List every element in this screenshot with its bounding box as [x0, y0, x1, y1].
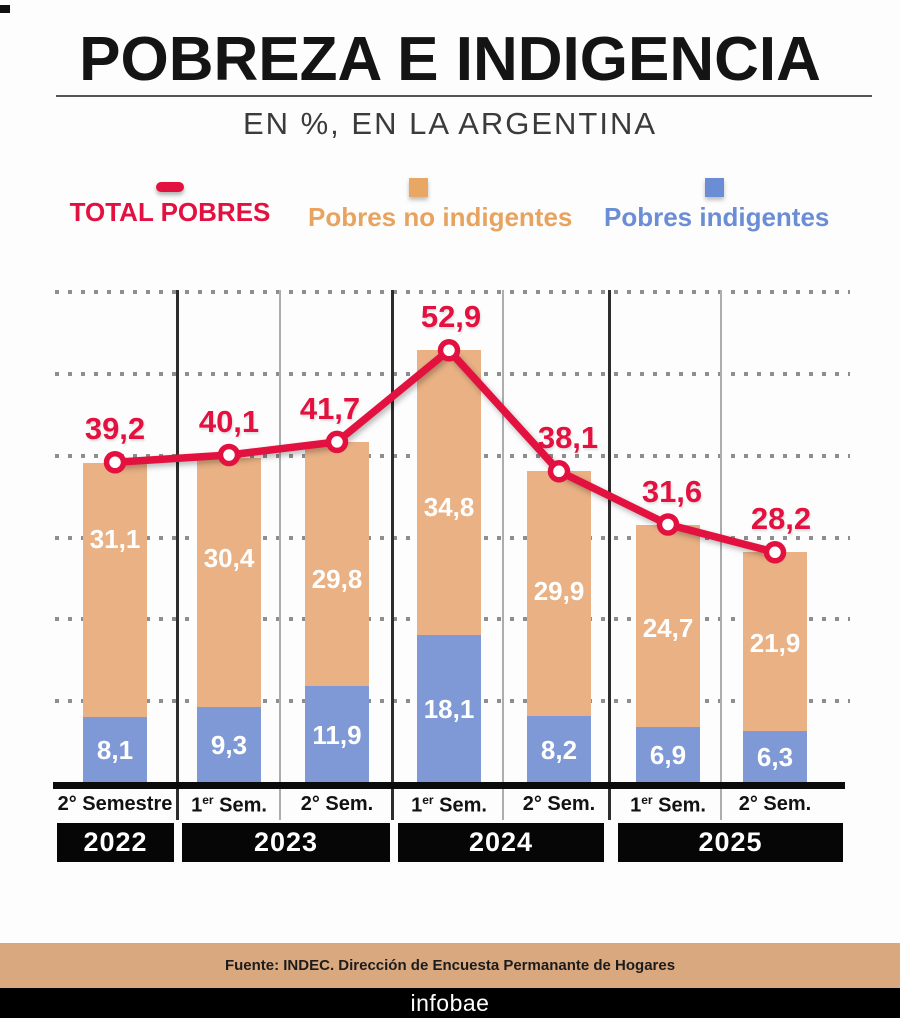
- year-separator-line: [391, 290, 394, 820]
- bar-segment-indigentes: [527, 716, 591, 783]
- total-value-label: 41,7: [299, 390, 361, 426]
- semester-separator-line: [720, 290, 722, 820]
- x-axis-label: 2° Sem.: [522, 793, 596, 815]
- title-underline: [56, 95, 872, 97]
- bar-value-label-no-indigentes: 34,8: [423, 491, 475, 522]
- x-axis-line: [53, 782, 845, 789]
- bar-segment-indigentes: [636, 727, 700, 783]
- bar-value-label-indigentes: 6,9: [649, 740, 687, 770]
- bar-segment-indigentes: [197, 707, 261, 783]
- bar-value-label-indigentes: 18,1: [423, 694, 475, 724]
- total-value-label: 31,6: [641, 473, 703, 509]
- bar-segment-indigentes: [305, 686, 369, 783]
- x-axis-label: 2° Semestre: [57, 793, 173, 815]
- page-subtitle: EN %, EN LA ARGENTINA: [242, 106, 658, 141]
- bar-segment-no-indigentes: [743, 552, 807, 731]
- x-axis-label: 2° Sem.: [738, 793, 812, 815]
- bar-segment-indigentes: [83, 717, 147, 783]
- bar-value-label-indigentes: 6,3: [756, 742, 794, 772]
- semester-separator-line: [502, 290, 504, 820]
- year-separator-line: [176, 290, 179, 820]
- bar-segment-no-indigentes: [197, 458, 261, 707]
- bar-value-label-indigentes: 8,1: [96, 735, 134, 765]
- total-value-label: 40,1: [198, 404, 260, 439]
- blue-square-icon: [704, 178, 724, 197]
- bar-value-label-no-indigentes: 31,1: [89, 524, 141, 555]
- bar-value-label-no-indigentes: 30,4: [203, 542, 255, 573]
- year-separator-line: [608, 290, 611, 820]
- legend-item-total: TOTAL POBRES: [60, 176, 280, 228]
- year-box: 2025: [618, 823, 843, 862]
- source-text: Fuente: INDEC. Dirección de Encuesta Per…: [224, 957, 676, 974]
- semester-separator-line: [279, 290, 281, 820]
- bar-segment-indigentes: [417, 635, 481, 783]
- brand-logo: infobae: [410, 989, 490, 1016]
- total-value-label: 52,9: [420, 299, 482, 335]
- bar-segment-no-indigentes: [83, 463, 147, 717]
- bar-value-label-no-indigentes: 24,7: [642, 613, 694, 644]
- brand-band: infobae: [0, 988, 900, 1018]
- source-band: Fuente: INDEC. Dirección de Encuesta Per…: [0, 943, 900, 988]
- page-title: POBREZA E INDIGENCIA: [79, 25, 821, 94]
- bar-segment-indigentes: [743, 731, 807, 783]
- bar-value-label-no-indigentes: 29,8: [311, 563, 363, 594]
- bar-value-label-no-indigentes: 29,9: [533, 576, 585, 607]
- x-axis-label: 1er Sem.: [411, 793, 487, 817]
- year-box: 2022: [57, 823, 174, 862]
- legend-item-indigentes: Pobres indigentes: [604, 176, 830, 233]
- bar-segment-no-indigentes: [636, 525, 700, 727]
- x-axis-label: 1er Sem.: [630, 793, 706, 817]
- total-value-label: 38,1: [537, 420, 599, 456]
- bar-value-label-no-indigentes: 21,9: [749, 628, 801, 659]
- year-box: 2023: [182, 823, 390, 862]
- bar-value-label-indigentes: 11,9: [312, 719, 362, 750]
- x-axis-label: 1er Sem.: [191, 793, 267, 817]
- gridline: [55, 290, 850, 295]
- corner-mark: [0, 5, 10, 13]
- legend-label-total: TOTAL POBRES: [69, 197, 271, 227]
- x-axis-label: 2° Sem.: [300, 793, 374, 815]
- total-value-label: 39,2: [84, 411, 146, 447]
- total-line-marker-icon: [156, 182, 184, 192]
- legend-label-indigentes: Pobres indigentes: [604, 202, 830, 232]
- total-value-label: 28,2: [750, 501, 812, 537]
- bar-value-label-indigentes: 9,3: [210, 730, 248, 760]
- year-box: 2024: [398, 823, 604, 862]
- bar-value-label-indigentes: 8,2: [540, 734, 578, 765]
- orange-square-icon: [408, 178, 428, 197]
